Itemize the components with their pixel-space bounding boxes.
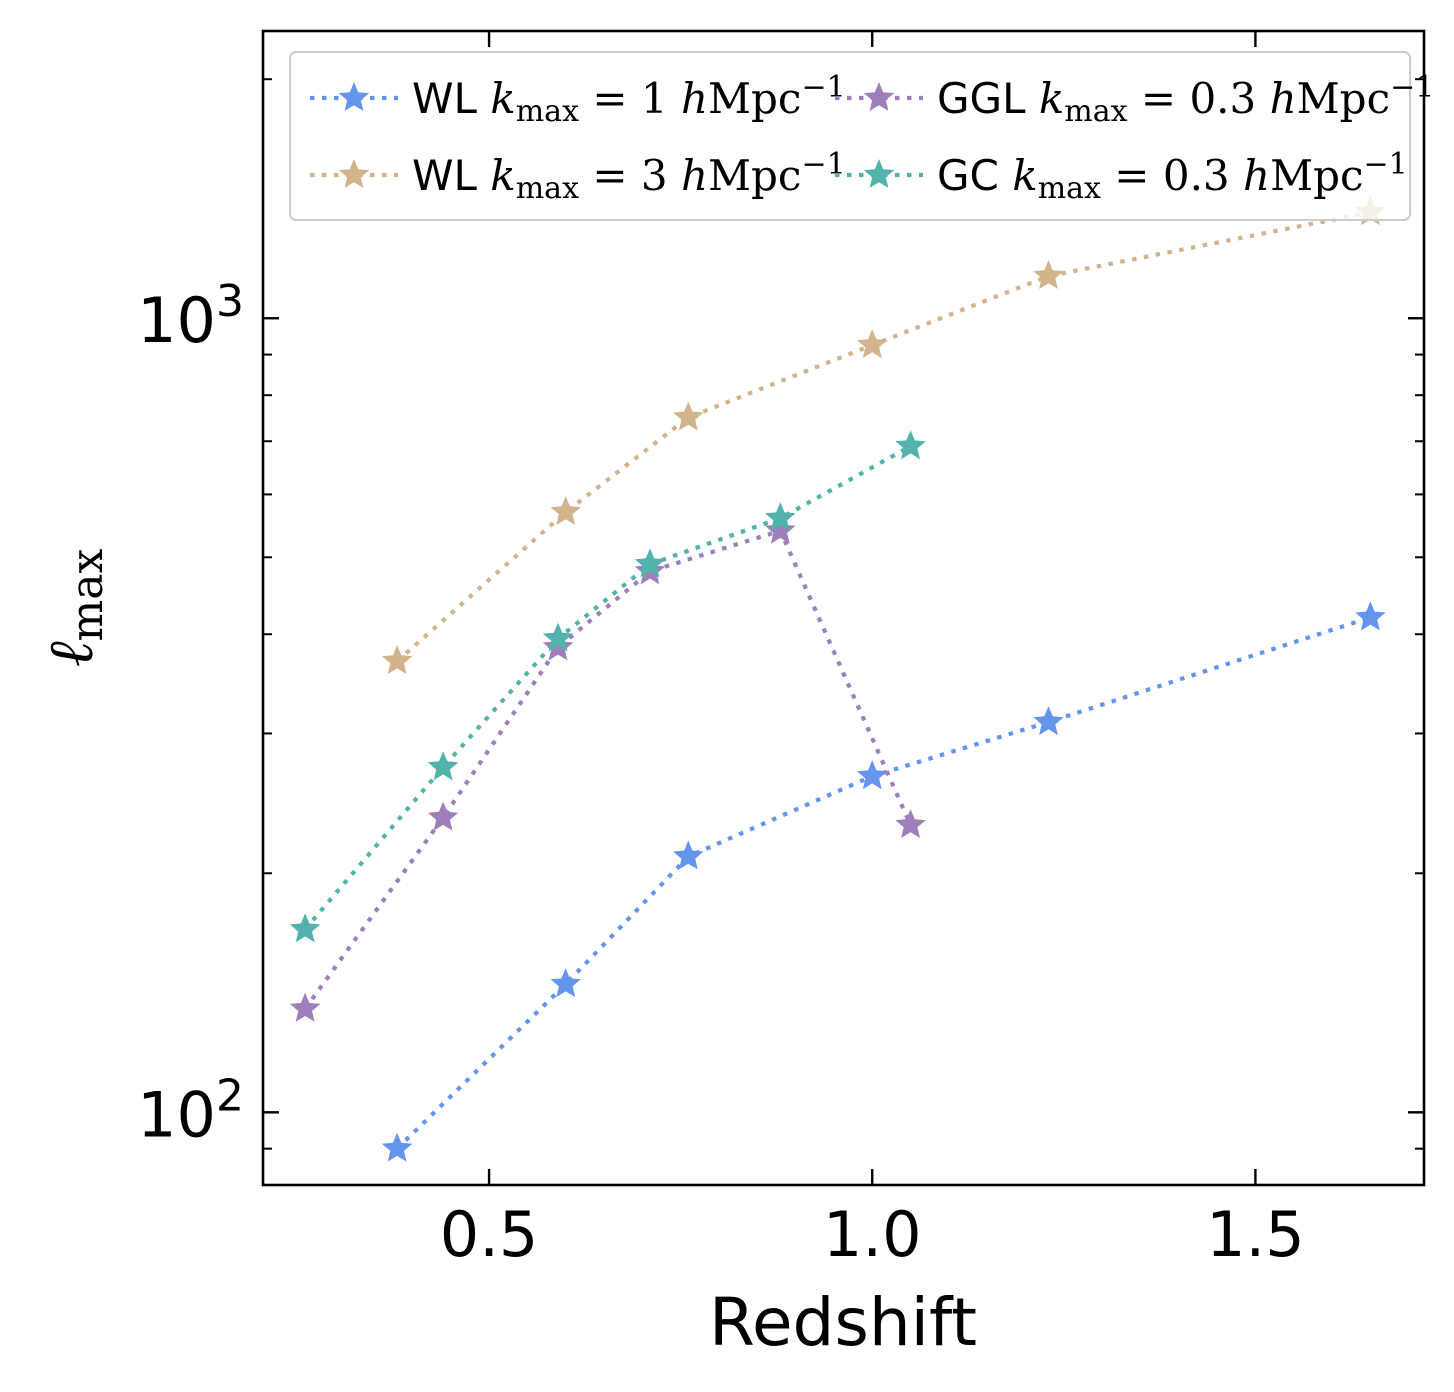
data-point-star (765, 502, 796, 532)
data-point-star (550, 496, 581, 525)
legend-star-marker (338, 82, 370, 111)
x-tick-label: 1.0 (823, 1198, 922, 1271)
legend-star-marker (863, 82, 895, 111)
legend-star-marker (863, 159, 895, 188)
legend-label: GC kmax = 0.3 hMpc−1 (937, 147, 1408, 206)
data-point-star (381, 1132, 413, 1162)
data-point-star (542, 622, 574, 652)
data-point-star (673, 401, 704, 431)
series-line (395, 615, 1372, 1151)
x-axis-title: Redshift (709, 1284, 977, 1361)
x-tick-labels: 0.5 1.0 1.5 (440, 1198, 1305, 1271)
data-point-star (427, 801, 459, 831)
series-0 (381, 601, 1386, 1162)
data-point-star (895, 809, 926, 838)
legend-star-marker (338, 159, 370, 188)
legend-entry: GGL kmax = 0.3 hMpc−1 (835, 70, 1434, 129)
y-axis-title-symbol: ℓ (34, 641, 107, 667)
legend-label: WL kmax = 3 hMpc−1 (412, 147, 846, 206)
series-3 (289, 430, 926, 943)
legend-frame (289, 51, 1411, 221)
legend-label: WL kmax = 1 hMpc−1 (412, 70, 846, 129)
data-point-star (895, 430, 926, 460)
y-tick-label: 103 (137, 276, 244, 357)
svg-text:ℓmax: ℓmax (34, 549, 113, 668)
legend: WL kmax = 1 hMpc−1 WL kmax = 3 hMpc−1 GGL … (289, 51, 1434, 221)
data-point-star (381, 645, 413, 675)
x-tick-label: 0.5 (440, 1198, 539, 1271)
x-tick-label: 1.5 (1206, 1198, 1305, 1271)
data-point-star (289, 913, 321, 943)
data-point-star (1355, 601, 1386, 631)
data-point-star (1033, 706, 1064, 736)
data-point-star (427, 751, 459, 781)
y-tick-label: 102 (137, 1070, 244, 1151)
plot-frame (261, 29, 1426, 1187)
data-point-star (542, 631, 574, 661)
legend-entry: WL kmax = 3 hMpc−1 (310, 147, 846, 206)
series-line (303, 528, 913, 1011)
y-axis-title-subscript: max (62, 549, 113, 642)
data-point-star (857, 760, 888, 790)
series-line (303, 444, 912, 931)
legend-entry: WL kmax = 1 hMpc−1 (310, 70, 846, 129)
data-point-star (673, 840, 704, 870)
y-tick-labels: 102 103 (137, 276, 244, 1151)
legend-entry: GC kmax = 0.3 hMpc−1 (835, 147, 1408, 206)
data-point-star (1033, 260, 1064, 289)
data-point-star (634, 548, 666, 578)
major-ticks (263, 31, 1424, 1185)
data-point-star (857, 329, 888, 359)
y-minor-ticks (263, 78, 1424, 1150)
data-point-star (550, 968, 581, 998)
y-axis-title: ℓmax (34, 549, 113, 668)
legend-label: GGL kmax = 0.3 hMpc−1 (937, 70, 1434, 129)
data-point-star (765, 514, 796, 544)
data-point-star (289, 992, 321, 1022)
